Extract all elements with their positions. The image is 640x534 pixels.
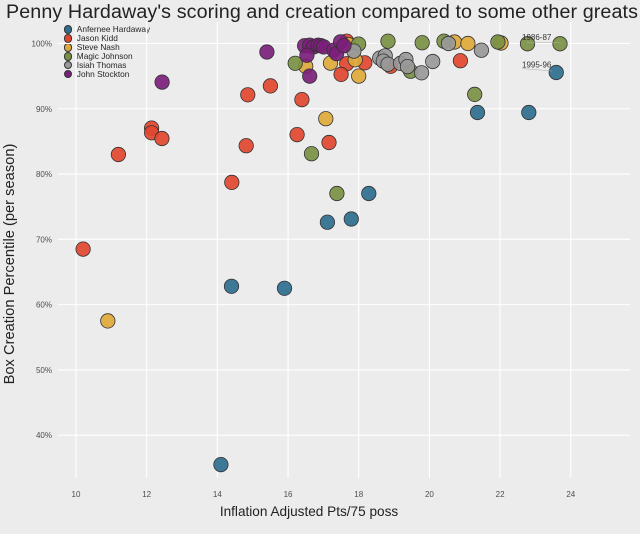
svg-text:16: 16 xyxy=(284,490,293,499)
svg-text:18: 18 xyxy=(354,490,363,499)
svg-text:1986-87: 1986-87 xyxy=(522,33,552,42)
svg-text:80%: 80% xyxy=(36,170,52,179)
svg-text:60%: 60% xyxy=(36,301,52,310)
svg-text:22: 22 xyxy=(496,490,505,499)
svg-text:100%: 100% xyxy=(32,39,52,48)
svg-text:20: 20 xyxy=(425,490,434,499)
svg-text:90%: 90% xyxy=(36,105,52,114)
svg-text:14: 14 xyxy=(213,490,222,499)
svg-text:1995-96: 1995-96 xyxy=(522,61,552,70)
svg-text:24: 24 xyxy=(566,490,575,499)
svg-text:50%: 50% xyxy=(36,366,52,375)
svg-text:40%: 40% xyxy=(36,431,52,440)
svg-text:70%: 70% xyxy=(36,235,52,244)
svg-text:10: 10 xyxy=(72,490,81,499)
svg-text:12: 12 xyxy=(142,490,151,499)
